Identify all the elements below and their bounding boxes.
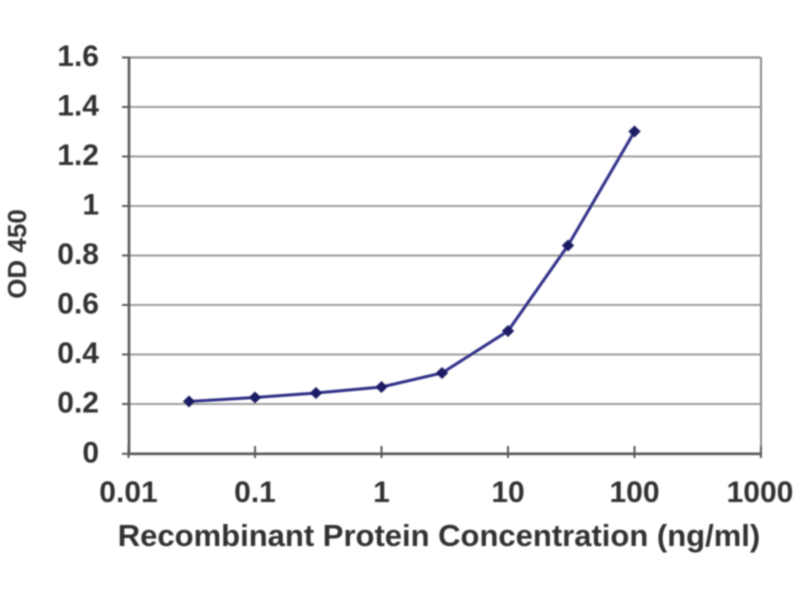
svg-text:0.6: 0.6 xyxy=(57,288,99,321)
svg-text:0.1: 0.1 xyxy=(234,476,276,509)
svg-text:10: 10 xyxy=(491,476,524,509)
svg-text:1.4: 1.4 xyxy=(57,90,99,123)
svg-text:0: 0 xyxy=(82,436,99,469)
svg-text:0.2: 0.2 xyxy=(57,387,99,420)
svg-text:OD 450: OD 450 xyxy=(2,209,32,299)
svg-text:0.8: 0.8 xyxy=(57,238,99,271)
svg-text:1.2: 1.2 xyxy=(57,139,99,172)
svg-text:0.4: 0.4 xyxy=(57,337,99,370)
svg-text:1: 1 xyxy=(373,476,390,509)
svg-text:1.6: 1.6 xyxy=(57,40,99,73)
svg-text:1: 1 xyxy=(82,189,99,222)
svg-text:0.01: 0.01 xyxy=(99,476,157,509)
svg-text:Recombinant Protein Concentrat: Recombinant Protein Concentration (ng/ml… xyxy=(118,518,760,553)
svg-text:100: 100 xyxy=(609,476,659,509)
svg-text:1000: 1000 xyxy=(727,476,794,509)
